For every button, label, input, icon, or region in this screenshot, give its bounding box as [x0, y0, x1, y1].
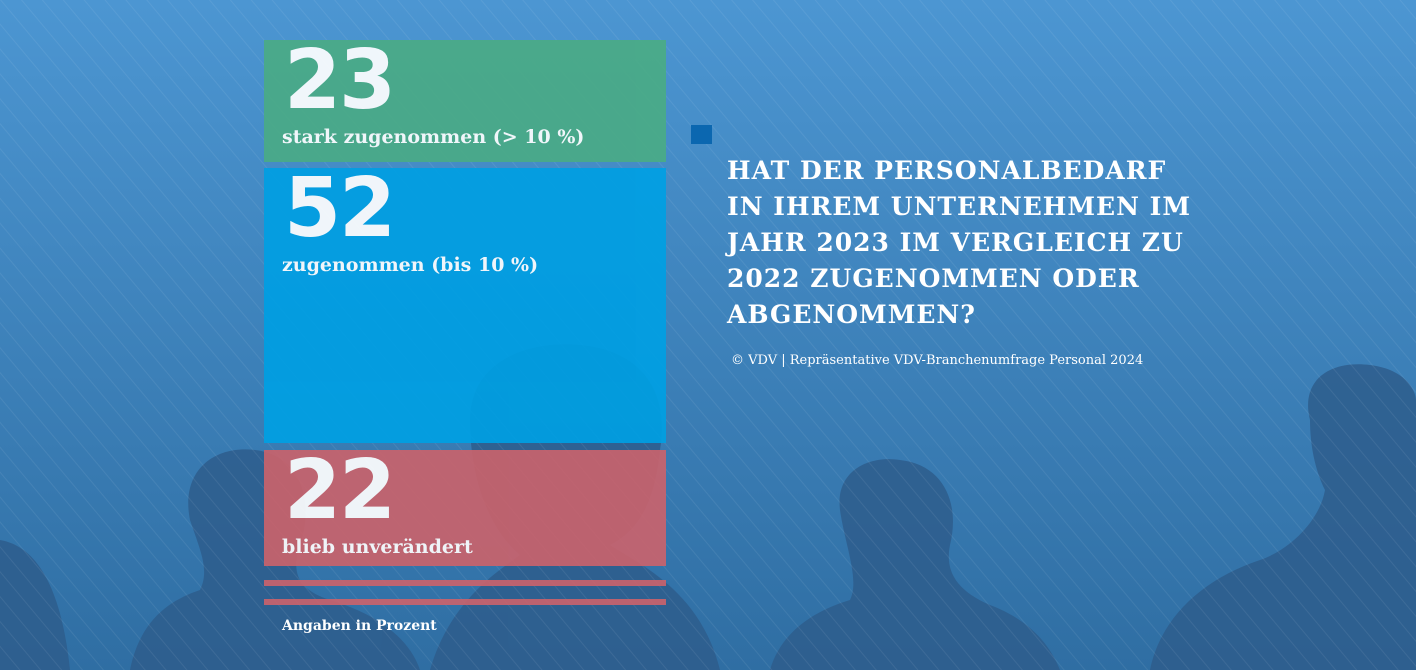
bar-value-0: 23 — [284, 33, 396, 128]
bar-label-0: stark zugenommen (> 10 %) — [282, 126, 585, 148]
chart-title: Hat der Personalbedarf in Ihrem Unterneh… — [727, 156, 1192, 329]
bar-value-1: 52 — [284, 160, 396, 256]
bar-2: 22 blieb unverändert — [264, 442, 666, 567]
decor-stripe-1 — [264, 580, 666, 586]
unit-note: Angaben in Prozent — [282, 618, 437, 634]
bar-1: 52 zugenommen (bis 10 %) — [264, 160, 666, 444]
bar-label-1: zugenommen (bis 10 %) — [282, 253, 539, 276]
bar-label-2: blieb unverändert — [282, 535, 473, 558]
bar-0: 23 stark zugenommen (> 10 %) — [264, 40, 666, 162]
bar-value-2: 22 — [284, 442, 396, 538]
source-note: © VDV | Repräsentative VDV-Branchenumfra… — [731, 353, 1144, 368]
accent-square — [691, 125, 712, 144]
decor-stripe-2 — [264, 599, 666, 605]
